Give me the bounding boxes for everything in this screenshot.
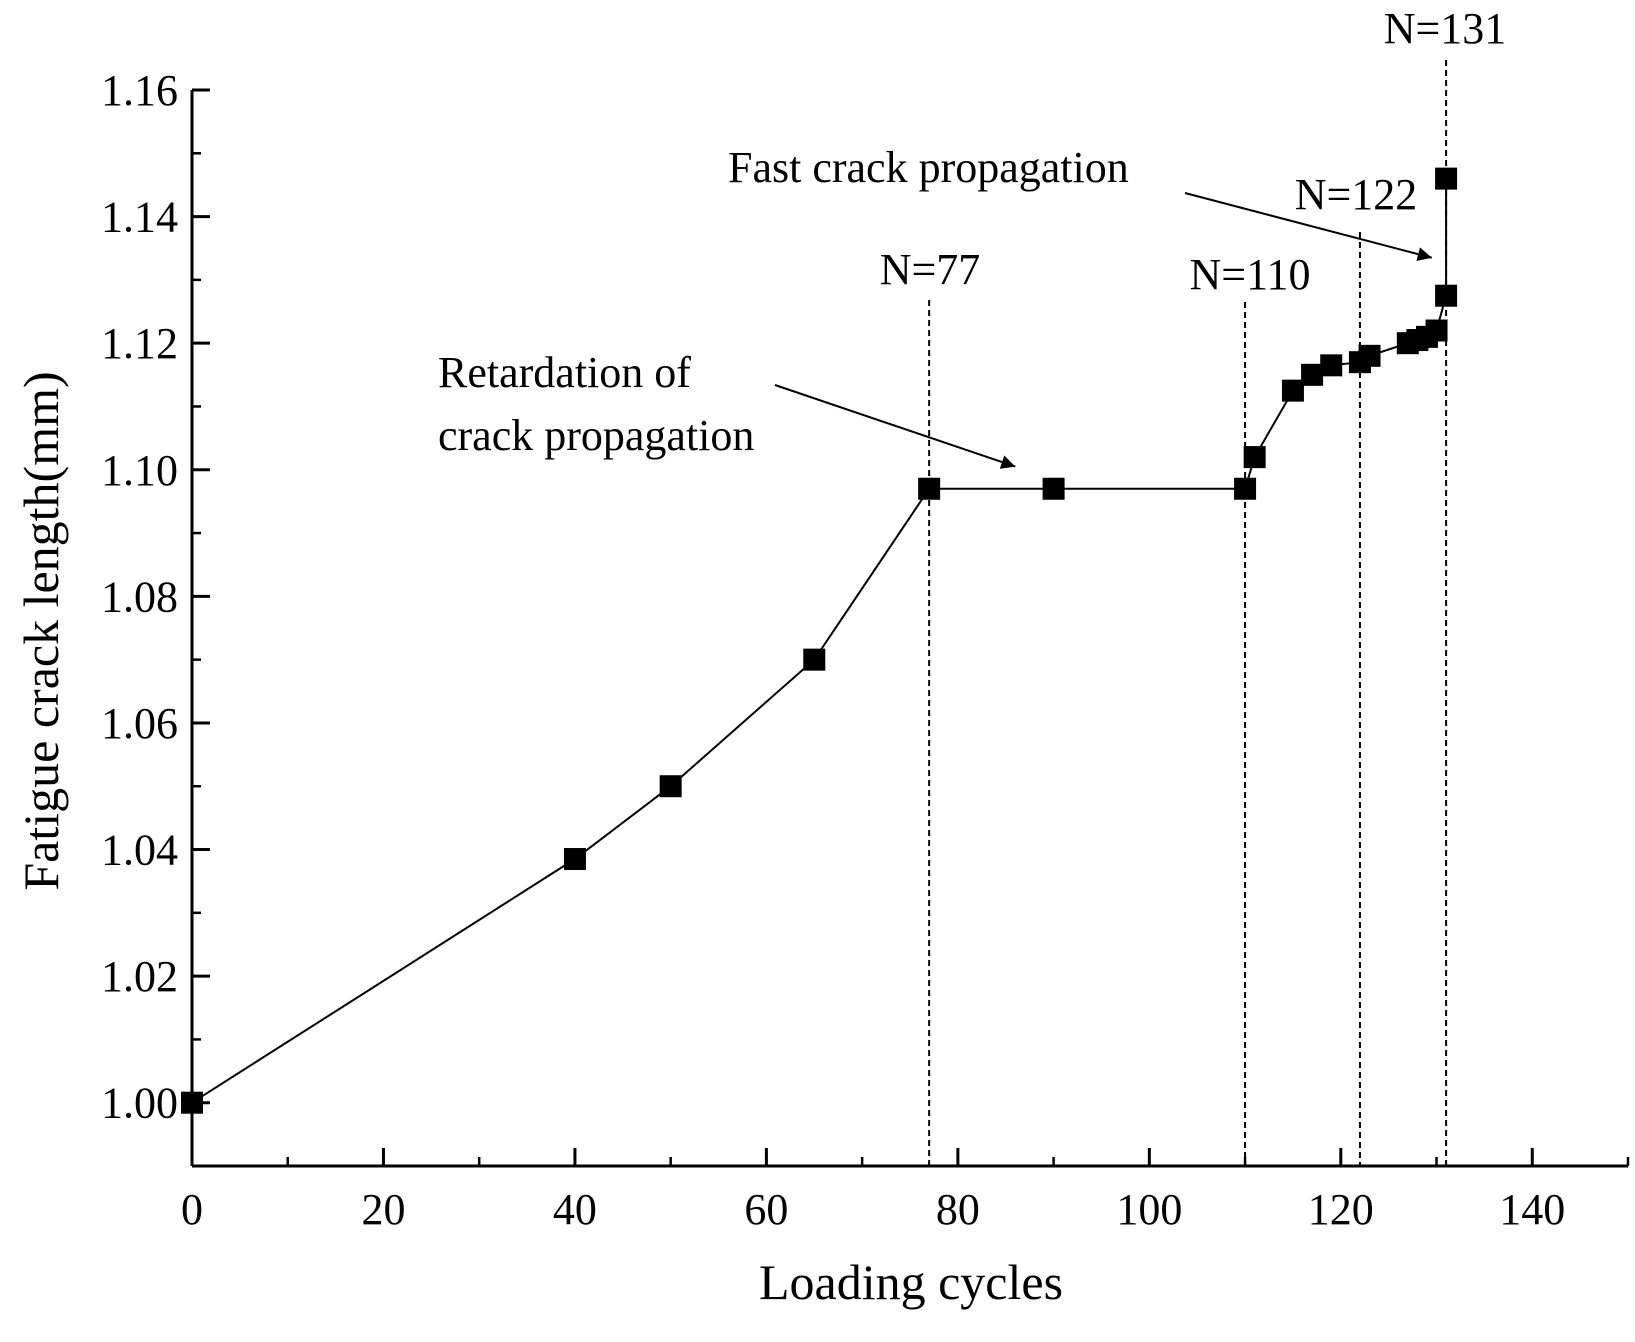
x-tick-label: 140 — [1499, 1185, 1565, 1234]
y-axis-title: Fatigue crack length(mm) — [13, 371, 69, 890]
x-tick-label: 80 — [936, 1185, 980, 1234]
x-tick-label: 120 — [1308, 1185, 1374, 1234]
annotation-fast-propagation: Fast crack propagation — [728, 143, 1129, 192]
x-tick-label: 100 — [1116, 1185, 1182, 1234]
data-point-marker — [1425, 319, 1448, 342]
annotation-retardation-line1: Retardation of — [438, 348, 691, 397]
annotation-retardation-line2: crack propagation — [438, 411, 754, 460]
ref-label-n122: N=122 — [1295, 170, 1418, 219]
data-point-marker — [1042, 477, 1065, 500]
data-point-marker — [1234, 477, 1257, 500]
annotation-arrow-1 — [774, 384, 1016, 469]
ref-label-n77: N=77 — [880, 245, 981, 294]
x-tick-label: 0 — [181, 1185, 203, 1234]
y-tick-label: 1.04 — [101, 826, 178, 875]
data-point-marker — [1435, 167, 1458, 190]
y-tick-label: 1.02 — [101, 952, 178, 1001]
data-point-marker — [563, 848, 586, 871]
axes-group: 0 20 40 60 80 100 120 140 1.00 1.02 1.04 1.06 1.08 1.… — [101, 60, 1630, 1234]
y-tick-label: 1.06 — [101, 699, 178, 748]
annotation-arrow-2 — [1184, 192, 1433, 261]
data-point-marker — [918, 477, 941, 500]
y-tick-label: 1.12 — [101, 319, 178, 368]
x-tick-label: 40 — [553, 1185, 597, 1234]
data-point-marker — [1358, 344, 1381, 367]
x-tick-label: 20 — [361, 1185, 405, 1234]
data-point-marker — [1243, 446, 1266, 469]
x-axis-title: Loading cycles — [759, 1254, 1063, 1310]
y-tick-label: 1.16 — [101, 66, 178, 115]
data-point-marker — [1435, 284, 1458, 307]
y-tick-label: 1.14 — [101, 193, 178, 242]
ref-label-n131: N=131 — [1384, 4, 1507, 53]
annotation-layer: Retardation of crack propagation Fast cr… — [438, 4, 1506, 460]
data-point-marker — [1281, 379, 1304, 402]
data-point-marker — [1320, 354, 1343, 377]
x-tick-label: 60 — [744, 1185, 788, 1234]
y-tick-label: 1.08 — [101, 572, 178, 621]
y-tick-label: 1.10 — [101, 446, 178, 495]
data-point-marker — [803, 648, 826, 671]
data-point-marker — [1301, 363, 1324, 386]
series-line — [191, 178, 1448, 1104]
y-tick-label: 1.00 — [101, 1079, 178, 1128]
data-point-marker — [659, 775, 682, 798]
ref-label-n110: N=110 — [1190, 250, 1311, 299]
data-point-marker — [181, 1091, 203, 1114]
